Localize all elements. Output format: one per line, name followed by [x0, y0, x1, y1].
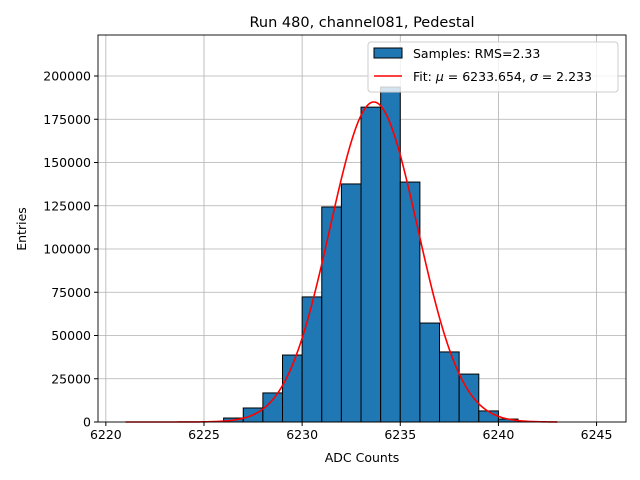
legend-label-samples: Samples: RMS=2.33 [413, 46, 540, 61]
legend-label-fit: Fit: μ = 6233.654, σ = 2.233 [413, 69, 592, 84]
histogram-bar [419, 322, 441, 423]
histogram-bar [478, 410, 499, 423]
y-axis-ticks: 0 25000 50000 75000 100000 125000 150000 175000… [43, 69, 98, 430]
y-tick-label: 100000 [43, 242, 91, 257]
y-axis-label: Entries [14, 207, 29, 251]
x-tick-label: 6220 [90, 427, 122, 442]
y-tick-label: 0 [83, 415, 91, 430]
histogram-bar [399, 181, 421, 423]
y-tick-label: 50000 [51, 328, 91, 343]
legend-swatch-samples [373, 47, 403, 59]
axes-frame [97, 34, 627, 423]
y-tick-label: 125000 [43, 198, 91, 213]
x-tick-label: 6235 [384, 427, 416, 442]
histogram-bar [439, 351, 460, 423]
y-tick-label: 200000 [43, 69, 91, 84]
y-tick-label: 175000 [43, 112, 91, 127]
x-tick-label: 6245 [581, 427, 613, 442]
y-tick-label: 150000 [43, 155, 91, 170]
x-tick-label: 6240 [483, 427, 515, 442]
x-tick-label: 6230 [286, 427, 318, 442]
x-axis-label: ADC Counts [325, 450, 400, 465]
histogram-bar [321, 206, 342, 423]
histogram-bar [301, 296, 323, 423]
histogram-bar [360, 106, 382, 423]
y-tick-label: 75000 [51, 285, 91, 300]
y-tick-label: 25000 [51, 371, 91, 386]
chart-title: Run 480, channel081, Pedestal [249, 15, 474, 31]
histogram-bar [380, 86, 401, 423]
histogram-bar [340, 183, 362, 423]
legend-box [367, 41, 619, 93]
legend: Samples: RMS=2.33 Fit: μ = 6233.654, σ =… [367, 41, 619, 93]
histogram-bars [223, 86, 539, 423]
x-tick-label: 6225 [188, 427, 220, 442]
x-axis-ticks: 6220 6225 6230 6235 6240 6245 [90, 422, 613, 442]
